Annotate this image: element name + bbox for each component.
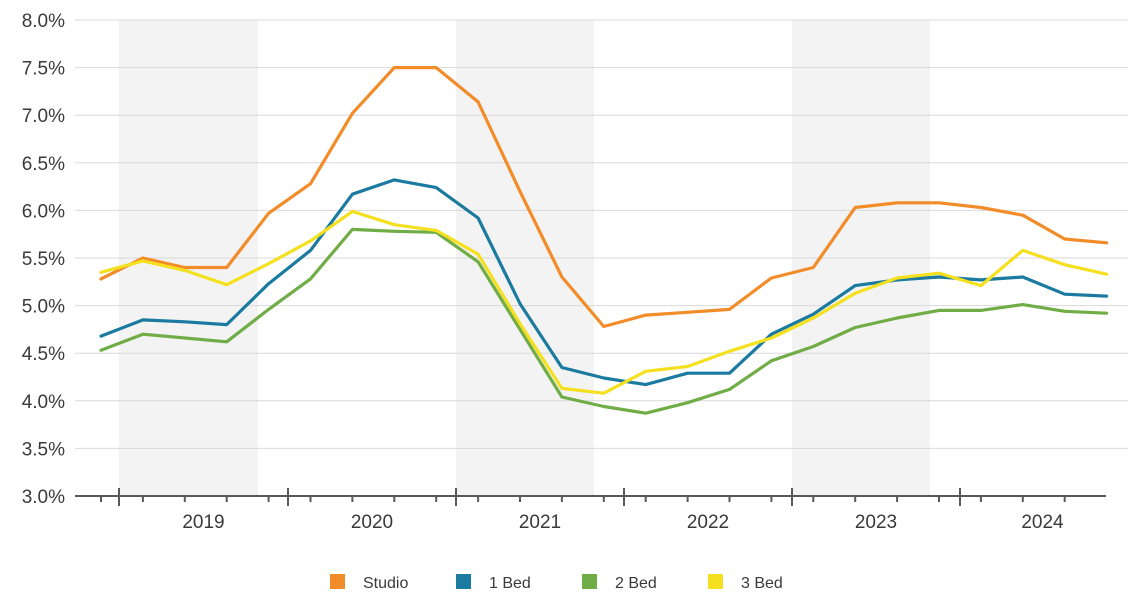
y-tick-label: 6.0% [22,201,65,222]
series-line-1-bed [99,178,1109,387]
x-tick-label-2019: 2019 [182,512,224,533]
y-tick-label: 5.5% [22,249,65,270]
gridlines [75,19,1128,449]
series-lines [99,65,1109,415]
x-tick-label-2023: 2023 [855,512,897,533]
series-line-studio [99,65,1109,329]
series-line-3-bed [99,209,1109,395]
y-tick-label: 4.0% [22,392,65,413]
legend-label-studio: Studio [363,575,408,592]
x-axis: 2019 2020 2021 2022 2023 2024 [75,488,1106,533]
y-tick-label: 6.5% [22,154,65,175]
y-tick-label: 5.0% [22,297,65,318]
series-line-2-bed [99,227,1109,415]
y-tick-label: 7.0% [22,106,65,127]
legend-swatch-2-bed [582,574,597,589]
x-tick-label-2021: 2021 [519,512,561,533]
y-tick-label: 4.5% [22,344,65,365]
legend-label-2-bed: 2 Bed [615,575,657,592]
y-axis-tick-labels: 3.0% 3.5% 4.0% 4.5% 5.0% 5.5% 6.0% 6.5% 7.0% 7.5%… [22,11,65,508]
x-tick-label-2020: 2020 [351,512,393,533]
legend-swatch-studio [330,574,345,589]
legend-label-3-bed: 3 Bed [741,575,783,592]
legend: Studio 1 Bed 2 Bed 3 Bed [330,574,783,592]
legend-swatch-3-bed [708,574,723,589]
x-tick-label-2022: 2022 [687,512,729,533]
legend-label-1-bed: 1 Bed [489,575,531,592]
x-tick-label-2024: 2024 [1021,512,1064,533]
y-tick-label: 3.0% [22,487,65,508]
y-tick-label: 7.5% [22,59,65,80]
y-tick-label: 3.5% [22,439,65,460]
y-tick-label: 8.0% [22,11,65,32]
legend-swatch-1-bed [456,574,471,589]
